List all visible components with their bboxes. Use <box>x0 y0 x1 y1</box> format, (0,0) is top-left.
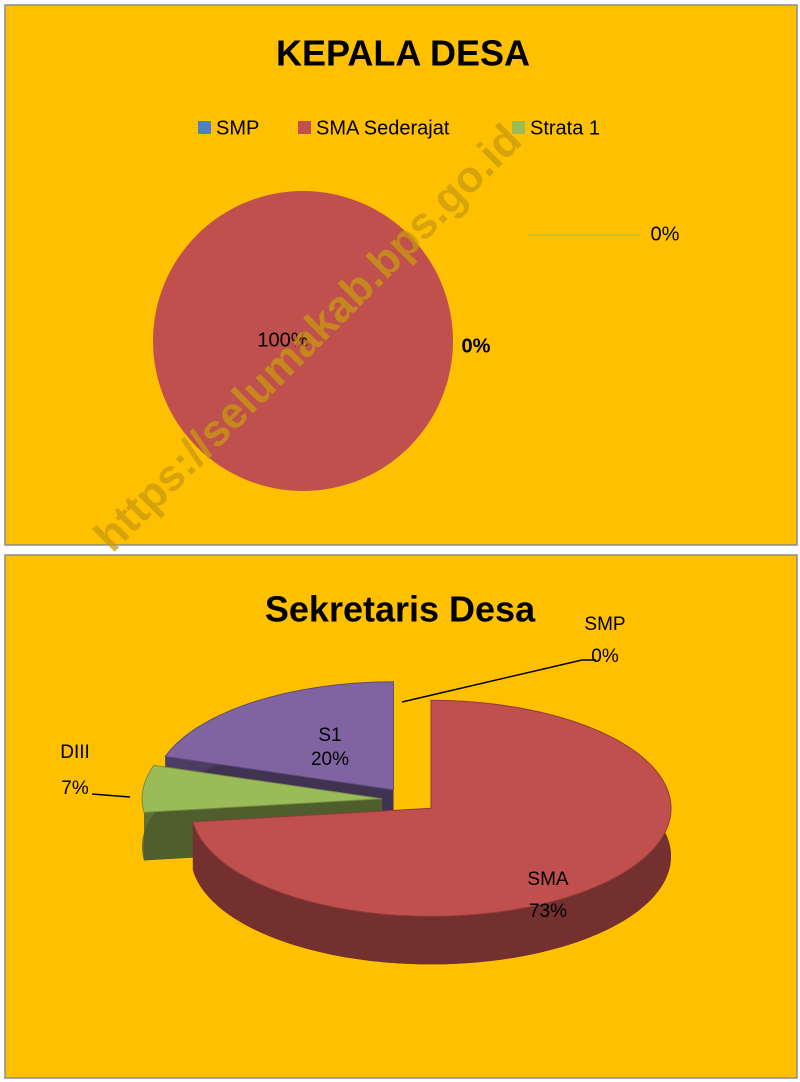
pie-slice <box>164 681 394 791</box>
data-label: 20% <box>311 749 349 770</box>
data-label: 0% <box>591 646 619 667</box>
legend-swatch <box>298 121 311 134</box>
legend-label: SMA Sederajat <box>316 117 450 139</box>
category-label: S1 <box>318 725 341 746</box>
chart-title: Sekretaris Desa <box>265 589 536 630</box>
chart-title: KEPALA DESA <box>276 33 530 74</box>
pie-slice <box>141 764 383 813</box>
pie-slice <box>192 699 672 917</box>
legend-swatch <box>512 121 525 134</box>
leader-line <box>91 793 131 798</box>
leader-line <box>401 659 596 703</box>
category-label: SMP <box>584 614 625 635</box>
legend-label: Strata 1 <box>530 117 600 139</box>
category-label: DIII <box>60 742 90 763</box>
data-label: 73% <box>529 901 567 922</box>
pie-slice <box>153 191 453 491</box>
chart-1: KEPALA DESA SMP SMA Sederajat Strata 1 0% 10… <box>153 33 680 491</box>
chart-2: Sekretaris Desa SMP 0% SMA 73% DIII 7% S1 20% <box>60 589 672 965</box>
data-label: 100% <box>257 329 308 351</box>
data-label: 7% <box>61 778 89 799</box>
legend-label: SMP <box>216 117 259 139</box>
category-label: SMA <box>527 869 569 890</box>
legend-swatch <box>198 121 211 134</box>
data-label: 0% <box>651 223 680 245</box>
data-label: 0% <box>462 335 491 357</box>
